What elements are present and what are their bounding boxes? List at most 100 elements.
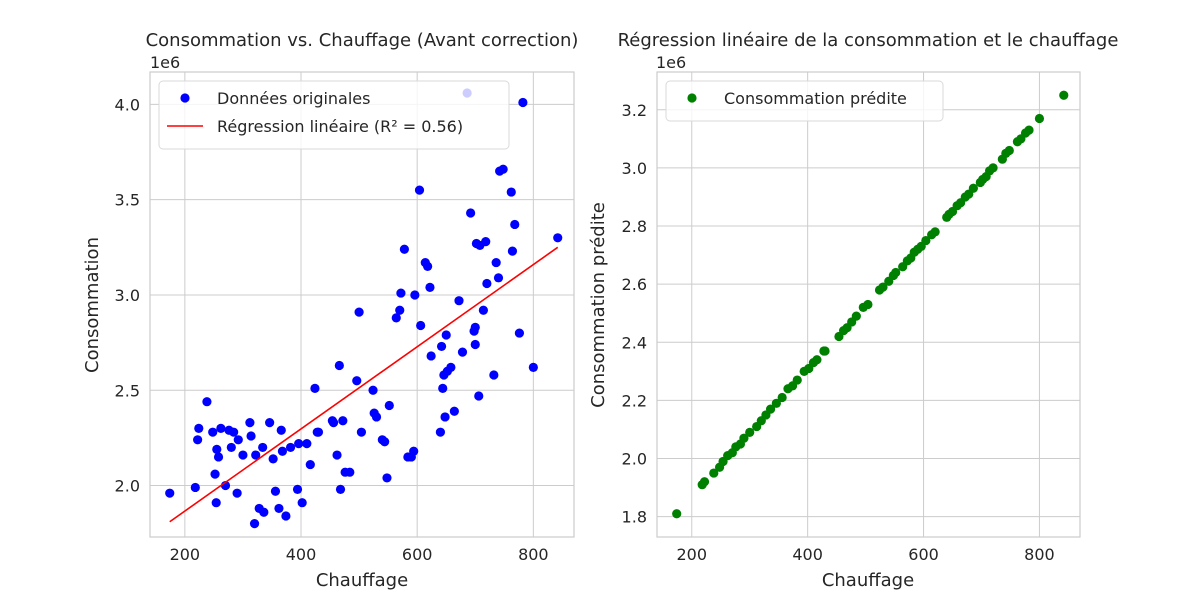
plot-frame: [656, 71, 1081, 538]
y-tick-label: 4.0: [115, 95, 140, 114]
data-point: [202, 397, 212, 407]
data-point: [233, 435, 243, 445]
data-point: [425, 282, 435, 292]
data-point: [457, 347, 468, 357]
data-point: [265, 418, 275, 428]
data-point: [409, 446, 419, 456]
data-point: [391, 313, 401, 323]
data-point: [440, 412, 450, 422]
data-point: [294, 439, 304, 449]
x-tick-label: 600: [402, 545, 433, 564]
data-point: [208, 427, 218, 437]
data-point: [395, 305, 405, 315]
data-point: [410, 290, 420, 300]
data-point: [436, 341, 447, 352]
data-point: [165, 488, 175, 498]
data-point: [988, 163, 998, 173]
data-point: [426, 351, 436, 361]
data-point: [380, 437, 390, 447]
data-point: [328, 418, 339, 428]
data-point: [356, 427, 367, 437]
data-point: [251, 450, 261, 460]
x-tick-label: 400: [286, 545, 317, 564]
data-point: [449, 406, 459, 416]
data-point: [212, 444, 222, 454]
data-point: [863, 299, 873, 310]
data-point: [709, 468, 719, 478]
data-point: [352, 376, 362, 386]
data-point: [334, 360, 344, 371]
data-point: [371, 412, 382, 422]
data-point: [211, 498, 221, 508]
data-point: [245, 418, 255, 428]
y-tick-label: 3.0: [115, 286, 140, 305]
data-point: [216, 423, 226, 433]
data-point: [338, 416, 348, 426]
data-point: [332, 450, 342, 460]
data-point: [313, 427, 324, 437]
data-point: [292, 484, 303, 494]
data-point: [699, 477, 710, 487]
data-point: [491, 257, 501, 268]
data-point: [745, 427, 755, 437]
data-point: [441, 330, 451, 340]
data-point: [553, 233, 563, 243]
legend-marker-swatch: [687, 93, 697, 103]
data-point: [506, 187, 516, 197]
data-point: [481, 237, 491, 247]
y-tick-label: 2.0: [115, 477, 140, 496]
data-point: [812, 355, 822, 365]
x-axis-label: Chauffage: [822, 570, 914, 591]
data-point: [213, 452, 224, 462]
data-point: [259, 507, 269, 517]
data-point: [878, 282, 888, 292]
data-point: [482, 278, 492, 289]
legend-entry: Données originales: [217, 89, 370, 108]
data-point: [493, 273, 504, 283]
regression-line: [169, 246, 559, 523]
data-point: [891, 267, 901, 278]
data-point: [930, 227, 940, 237]
data-point: [466, 208, 476, 218]
plot-frame: [149, 71, 575, 538]
left-chart: 200 400 600 800 2.0 2.5 3.0 3.5 4.0 Consommation…: [82, 30, 578, 591]
data-point: [514, 328, 525, 338]
data-point: [771, 398, 781, 408]
chart-title: Consommation vs. Chauffage (Avant correc…: [146, 30, 579, 51]
data-point: [232, 488, 242, 498]
data-point: [416, 320, 426, 331]
data-point: [470, 322, 480, 332]
data-point: [498, 164, 508, 174]
data-point: [276, 425, 286, 435]
data-point: [310, 383, 320, 393]
data-point: [968, 183, 978, 193]
x-tick-label: 800: [1024, 545, 1055, 564]
data-point: [277, 446, 288, 456]
data-point: [305, 459, 315, 470]
data-point: [258, 442, 268, 453]
y-tick-label: 2.4: [622, 333, 647, 352]
data-point: [345, 467, 355, 477]
data-point: [792, 375, 802, 385]
data-point: [820, 346, 830, 356]
y-tick-label: 3.2: [622, 101, 647, 120]
y-axis-label: Consommation: [82, 237, 103, 373]
data-point: [507, 246, 518, 256]
data-point: [384, 400, 394, 411]
data-point: [190, 482, 200, 493]
x-tick-label: 400: [792, 545, 823, 564]
data-point: [246, 431, 256, 441]
y-offset-label: 1e6: [656, 53, 686, 72]
data-point: [399, 244, 409, 254]
data-point: [382, 473, 392, 483]
y-axis-label: Consommation prédite: [588, 202, 609, 408]
data-point: [285, 442, 296, 453]
y-tick-label: 2.8: [622, 217, 647, 236]
data-point: [474, 391, 484, 401]
data-point: [672, 509, 682, 519]
data-point: [1024, 125, 1034, 135]
data-point: [489, 370, 499, 380]
data-point: [354, 307, 364, 317]
data-point: [1034, 113, 1045, 124]
